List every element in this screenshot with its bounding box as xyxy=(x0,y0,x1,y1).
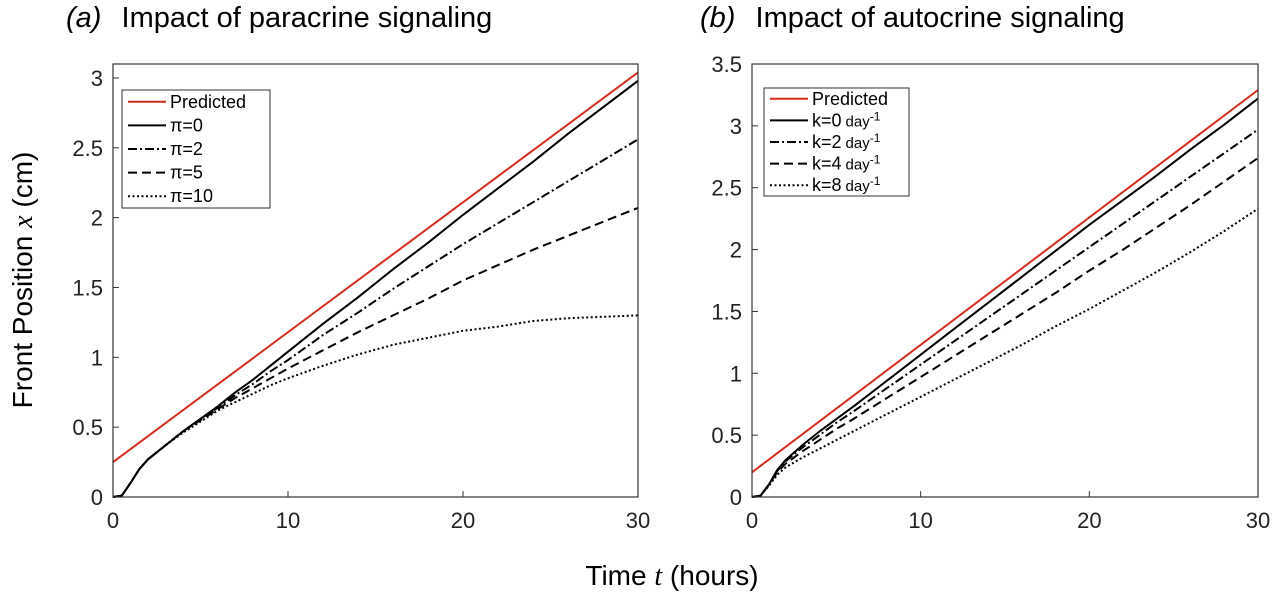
panel-a: (a) Impact of paracrine signaling 0 10 20 3… xyxy=(66,2,650,533)
x-axis-title-prefix: Time xyxy=(585,560,654,591)
series-line-0 xyxy=(112,71,639,463)
panel-a-tag: (a) xyxy=(66,2,101,34)
y-tick-label: 3.5 xyxy=(711,52,742,77)
x-tick-label: 30 xyxy=(1246,508,1270,533)
y-tick-label: 2 xyxy=(91,206,103,231)
y-tick-label: 0 xyxy=(91,485,103,510)
legend-label-main: k=2 xyxy=(812,132,842,152)
y-tick-label: 0 xyxy=(730,485,742,510)
legend-label-main: k=8 xyxy=(812,175,842,195)
y-tick-label: 3 xyxy=(730,114,742,139)
x-tick-label: 0 xyxy=(107,508,119,533)
legend-label-0: Predicted xyxy=(812,89,888,109)
x-tick-label: 20 xyxy=(1077,508,1101,533)
legend-label-unit: day xyxy=(846,135,871,152)
y-tick-label: 1 xyxy=(91,345,103,370)
panel-a-title: (a) Impact of paracrine signaling xyxy=(66,2,492,34)
series-line-4 xyxy=(112,314,639,498)
y-tick-label: 0.5 xyxy=(72,415,103,440)
y-axis-title-prefix: Front Position xyxy=(7,228,38,409)
y-tick-label: 2.5 xyxy=(72,136,103,161)
y-tick-label: 2.5 xyxy=(711,176,742,201)
series-line-2 xyxy=(751,128,1259,498)
y-axis-title-suffix: (cm) xyxy=(7,152,38,216)
x-tick-label: 10 xyxy=(908,508,932,533)
panel-a-legend: Predicted π=0 π=2 π=5 π=10 xyxy=(121,89,271,209)
series-line-3 xyxy=(751,157,1259,498)
legend-label-exponent: -1 xyxy=(870,174,881,188)
legend-label-2: π=2 xyxy=(170,139,203,159)
legend-label-1: π=0 xyxy=(170,115,203,135)
panel-b-plot: 0 10 20 30 0 0.5 1 1.5 2 2.5 3 3.5 xyxy=(711,52,1270,533)
legend-label-unit: day xyxy=(846,113,871,130)
panel-a-axes-frame xyxy=(112,63,639,498)
legend-label-4: k=8 day-1 xyxy=(812,174,881,195)
series-line-3 xyxy=(112,206,639,498)
legend-label-exponent: -1 xyxy=(870,153,881,167)
x-tick-label: 10 xyxy=(276,508,300,533)
series-line-2 xyxy=(112,138,639,498)
panel-a-title-text: Impact of paracrine signaling xyxy=(122,2,493,34)
panel-b-title-text: Impact of autocrine signaling xyxy=(756,2,1125,34)
x-tick-label: 20 xyxy=(451,508,475,533)
panel-b-title: (b) Impact of autocrine signaling xyxy=(700,2,1125,34)
legend-label-3: π=5 xyxy=(170,163,203,183)
y-axis-title: Front Position x (cm) xyxy=(7,152,39,409)
series-line-4 xyxy=(751,207,1259,498)
legend-label-0: Predicted xyxy=(170,92,246,112)
legend-label-exponent: -1 xyxy=(870,131,881,145)
legend-label-3: k=4 day-1 xyxy=(812,153,881,174)
legend-label-exponent: -1 xyxy=(870,109,881,123)
panel-b-tag: (b) xyxy=(700,2,735,34)
legend-label-unit: day xyxy=(846,157,871,174)
y-tick-label: 1.5 xyxy=(72,275,103,300)
x-tick-label: 30 xyxy=(626,508,650,533)
legend-label-main: k=0 xyxy=(812,110,842,130)
y-axis-variable: x xyxy=(8,215,39,229)
series-line-0 xyxy=(751,89,1259,474)
x-tick-label: 0 xyxy=(746,508,758,533)
y-tick-label: 1.5 xyxy=(711,299,742,324)
y-tick-label: 1 xyxy=(730,361,742,386)
x-axis-title: Time t (hours) xyxy=(585,560,758,592)
panel-b: (b) Impact of autocrine signaling 0 10 20 3… xyxy=(700,2,1270,533)
x-axis-title-suffix: (hours) xyxy=(662,560,758,591)
panel-a-plot: 0 10 20 30 0 0.5 1 1.5 2 2.5 3 xyxy=(72,66,650,533)
legend-label-4: π=10 xyxy=(170,186,213,206)
legend-label-2: k=2 day-1 xyxy=(812,131,881,152)
panel-b-axes-frame xyxy=(751,63,1259,498)
legend-label-main: k=4 xyxy=(812,154,842,174)
y-tick-label: 2 xyxy=(730,238,742,263)
y-tick-label: 0.5 xyxy=(711,423,742,448)
x-axis-variable: t xyxy=(654,561,663,592)
legend-label-unit: day xyxy=(846,178,871,195)
series-line-1 xyxy=(751,97,1259,498)
legend-label-1: k=0 day-1 xyxy=(812,109,881,130)
y-tick-label: 3 xyxy=(91,66,103,91)
